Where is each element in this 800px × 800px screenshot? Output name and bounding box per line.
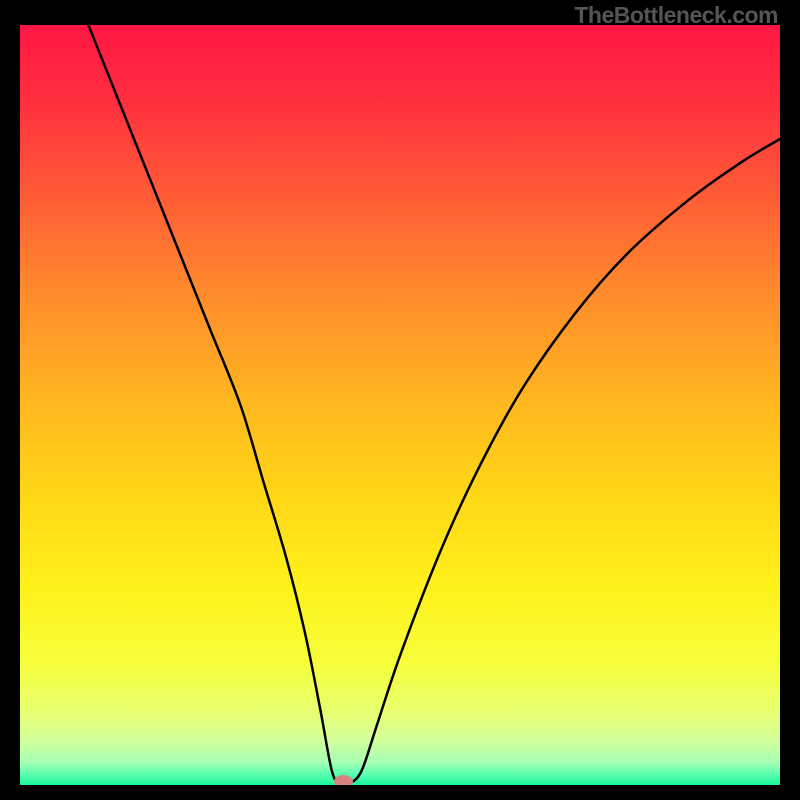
plot-background-gradient (20, 25, 780, 785)
plot-area (20, 25, 780, 785)
optimum-marker (334, 775, 353, 785)
